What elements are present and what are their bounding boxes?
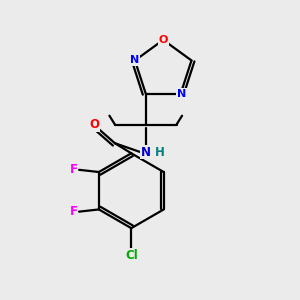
Text: H: H (155, 146, 165, 158)
Text: N: N (141, 146, 151, 158)
Text: F: F (70, 205, 78, 218)
Text: O: O (158, 35, 168, 45)
Text: N: N (177, 89, 186, 99)
Text: F: F (70, 163, 78, 176)
Text: N: N (130, 56, 139, 65)
Text: O: O (89, 118, 99, 131)
Text: Cl: Cl (125, 249, 138, 262)
